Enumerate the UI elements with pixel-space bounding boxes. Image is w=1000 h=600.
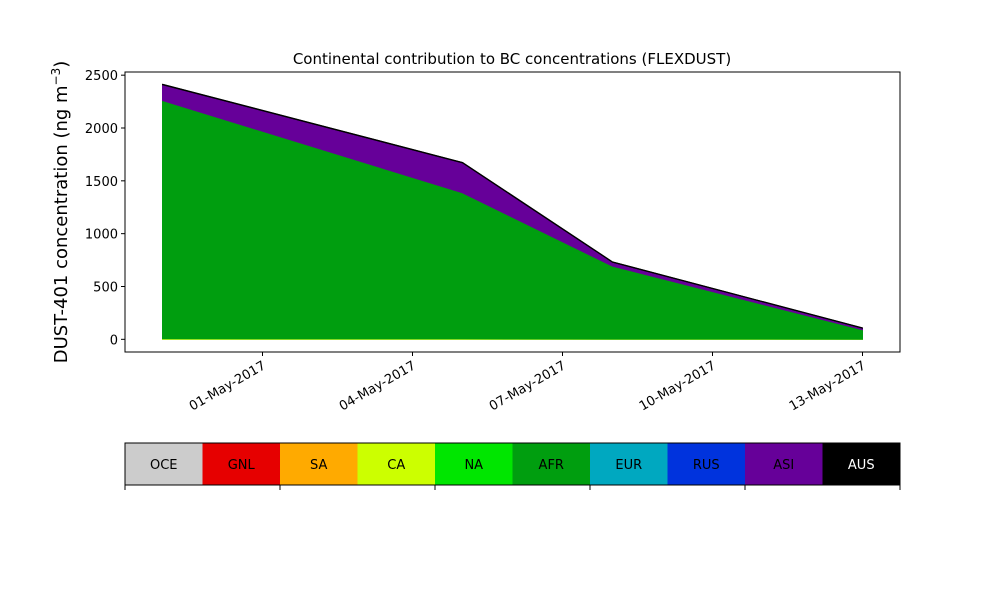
y-axis-ticks: 0 500 1000 1500 2000 2500 <box>85 69 125 348</box>
area-series-group <box>162 83 863 340</box>
legend-label-na: NA <box>464 458 483 473</box>
y-axis-label-main: DUST-401 concentration (ng m <box>51 85 72 363</box>
legend: OCE GNL SA CA NA AFR EUR RUS ASI AUS <box>124 442 901 490</box>
legend-label-asi: ASI <box>773 458 794 473</box>
total-outline <box>162 83 863 329</box>
legend-label-rus: RUS <box>693 458 720 473</box>
svg-text:DUST-401 concentration (ng m−3: DUST-401 concentration (ng m−3) <box>49 61 72 364</box>
chart-title: Continental contribution to BC concentra… <box>293 50 731 68</box>
legend-swatch-aus <box>822 443 900 485</box>
x-tick-label: 01-May-2017 <box>187 358 269 414</box>
legend-label-oce: OCE <box>150 458 178 473</box>
x-tick-label: 10-May-2017 <box>637 358 719 414</box>
y-tick-label: 500 <box>93 280 118 295</box>
axes <box>124 71 901 353</box>
legend-swatch-ca <box>357 443 435 485</box>
x-axis-ticks: 01-May-2017 04-May-2017 07-May-2017 10-May-… <box>187 352 869 414</box>
legend-label-sa: SA <box>310 458 327 473</box>
legend-swatch-oce <box>125 443 203 485</box>
y-axis-label: DUST-401 concentration (ng m−3) <box>49 61 72 364</box>
y-tick-label: 1500 <box>85 175 118 190</box>
y-tick-label: 1000 <box>85 228 118 243</box>
y-axis-label-superscript: −3 <box>49 68 63 86</box>
legend-label-eur: EUR <box>615 458 642 473</box>
plot-frame <box>124 71 901 353</box>
x-tick-label: 13-May-2017 <box>787 358 869 414</box>
y-tick-label: 2000 <box>85 122 118 137</box>
legend-swatch-rus <box>667 443 745 485</box>
legend-label-aus: AUS <box>848 458 875 473</box>
legend-swatch-asi <box>745 443 823 485</box>
legend-label-ca: CA <box>387 458 405 473</box>
legend-frame <box>124 442 901 486</box>
x-tick-label: 07-May-2017 <box>487 358 569 414</box>
legend-swatch-sa <box>280 443 358 485</box>
legend-swatch-afr <box>512 443 590 485</box>
legend-label-afr: AFR <box>539 458 564 473</box>
y-tick-label: 2500 <box>85 69 118 84</box>
x-tick-label: 04-May-2017 <box>337 358 419 414</box>
y-axis-label-close: ) <box>51 61 72 68</box>
legend-swatch-gnl <box>202 443 280 485</box>
legend-swatch-eur <box>590 443 668 485</box>
legend-swatch-na <box>435 443 513 485</box>
y-tick-label: 0 <box>110 333 118 348</box>
legend-label-gnl: GNL <box>228 458 256 473</box>
